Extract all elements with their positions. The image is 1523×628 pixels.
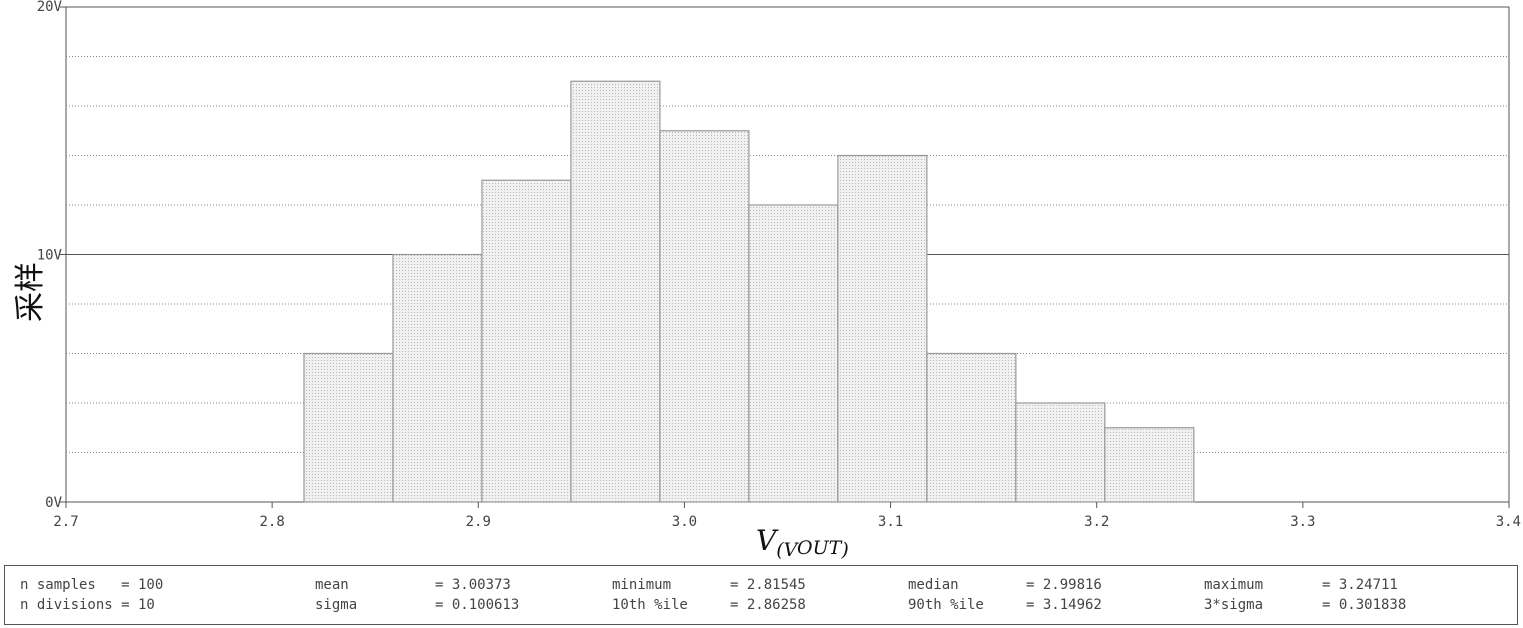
y-axis-label: 采样 — [13, 262, 48, 322]
x-tick-label: 3.4 — [1496, 514, 1521, 530]
histogram-bar — [837, 154, 928, 503]
histogram-bar — [303, 352, 394, 503]
histogram-bar — [1104, 427, 1195, 503]
histogram-bar — [570, 80, 661, 503]
x-tick-label: 3.0 — [672, 514, 697, 530]
x-axis-ticks: 2.7 2.8 2.9 3.0 3.1 3.2 3.3 3.4 — [53, 502, 1521, 530]
y-tick-label: 20V — [37, 0, 63, 15]
stat-col-median-label: median 90th %ile — [908, 577, 984, 613]
y-tick-label: 0V — [45, 495, 62, 511]
bars — [303, 80, 1195, 503]
x-tick-label: 2.8 — [259, 514, 284, 530]
x-tick-label: 3.2 — [1084, 514, 1109, 530]
stat-col-min-label: minimum 10th %ile — [612, 577, 688, 613]
histogram-chart: 2.7 2.8 2.9 3.0 3.1 3.2 3.3 3.4 0V 10V 20V 采样 V(V… — [13, 0, 1521, 561]
x-axis-label-open: (V — [776, 539, 799, 561]
stat-col-mean-value: = 3.00373 = 0.100613 — [435, 577, 520, 613]
x-tick-label: 3.1 — [878, 514, 903, 530]
histogram-bar — [1015, 402, 1106, 503]
stat-col-median-value: = 2.99816 = 3.14962 — [1026, 577, 1102, 613]
histogram-bar — [926, 352, 1017, 503]
statistics-panel: n samples = 100 n divisions = 10 mean sigm… — [4, 565, 1518, 625]
x-axis-label-close: ) — [840, 539, 848, 561]
x-tick-label: 2.7 — [53, 514, 78, 530]
x-tick-label: 3.3 — [1290, 514, 1315, 530]
stat-col-mean-label: mean sigma — [315, 577, 358, 613]
stat-col-min-value: = 2.81545 = 2.86258 — [730, 577, 806, 613]
x-tick-label: 2.9 — [466, 514, 491, 530]
histogram-bar — [659, 130, 750, 503]
y-tick-label: 10V — [37, 248, 63, 264]
y-axis-ticks: 0V 10V 20V — [37, 0, 66, 511]
x-axis-label-sub: OUT — [797, 537, 843, 559]
x-axis-label-main: V — [756, 524, 779, 557]
histogram-bar — [748, 204, 839, 503]
stat-col-max-label: maximum 3*sigma — [1204, 577, 1264, 613]
stat-col-1: n samples = 100 n divisions = 10 — [20, 577, 164, 613]
histogram-bar — [392, 253, 483, 503]
stat-col-max-value: = 3.24711 = 0.301838 — [1322, 577, 1407, 613]
svg-text:V(VOUT): V(VOUT) — [756, 524, 849, 561]
x-axis-label: V(VOUT) — [756, 524, 849, 561]
histogram-bar — [481, 179, 572, 503]
